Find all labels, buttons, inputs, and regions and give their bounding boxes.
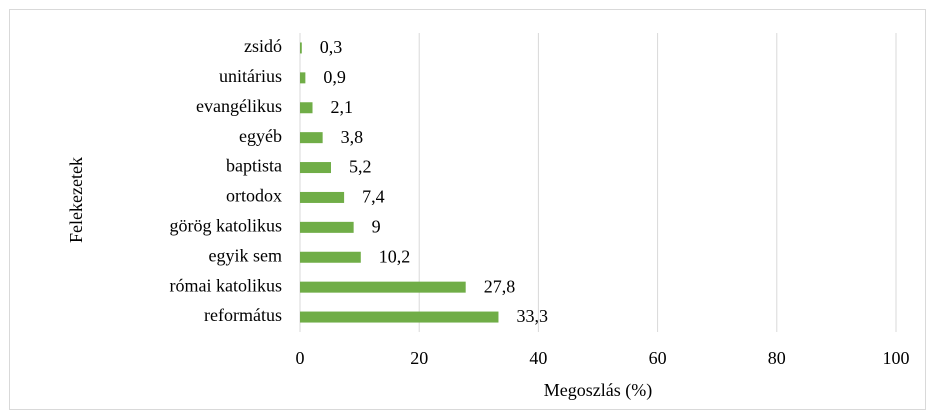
y-tick-label: baptista — [226, 156, 282, 176]
y-tick-label: református — [204, 305, 282, 325]
bar — [300, 162, 331, 174]
y-axis-title: Felekezetek — [66, 157, 86, 243]
data-label: 9 — [372, 216, 381, 236]
data-label: 10,2 — [379, 246, 411, 266]
bar — [300, 102, 313, 114]
y-tick-label: egyik sem — [209, 245, 283, 265]
bar — [300, 281, 466, 293]
x-tick-label: 80 — [768, 348, 786, 368]
data-label: 0,9 — [323, 67, 346, 87]
data-label: 27,8 — [484, 276, 516, 296]
data-label: 3,8 — [341, 127, 364, 147]
x-axis-title: Megoszlás (%) — [544, 380, 652, 401]
y-tick-label: római katolikus — [170, 275, 282, 295]
x-tick-label: 100 — [883, 348, 910, 368]
y-tick-label: görög katolikus — [170, 215, 283, 235]
y-tick-label: ortodox — [226, 186, 282, 206]
data-label: 33,3 — [516, 306, 548, 326]
x-tick-label: 20 — [410, 348, 428, 368]
bar — [300, 251, 361, 263]
bar — [300, 132, 323, 144]
data-label: 2,1 — [331, 97, 354, 117]
y-tick-label: unitárius — [219, 66, 282, 86]
data-label: 5,2 — [349, 157, 372, 177]
chart-border — [9, 9, 926, 410]
bar — [300, 72, 306, 84]
bar — [300, 191, 345, 203]
bar — [300, 221, 354, 233]
x-tick-label: 40 — [529, 348, 547, 368]
y-tick-label: egyéb — [239, 126, 282, 146]
bar — [300, 42, 302, 54]
y-tick-label: evangélikus — [196, 96, 282, 116]
y-tick-label: zsidó — [244, 36, 282, 56]
data-label: 0,3 — [320, 37, 343, 57]
x-tick-label: 60 — [649, 348, 667, 368]
x-tick-label: 0 — [296, 348, 305, 368]
bar — [300, 311, 499, 323]
data-label: 7,4 — [362, 187, 385, 207]
